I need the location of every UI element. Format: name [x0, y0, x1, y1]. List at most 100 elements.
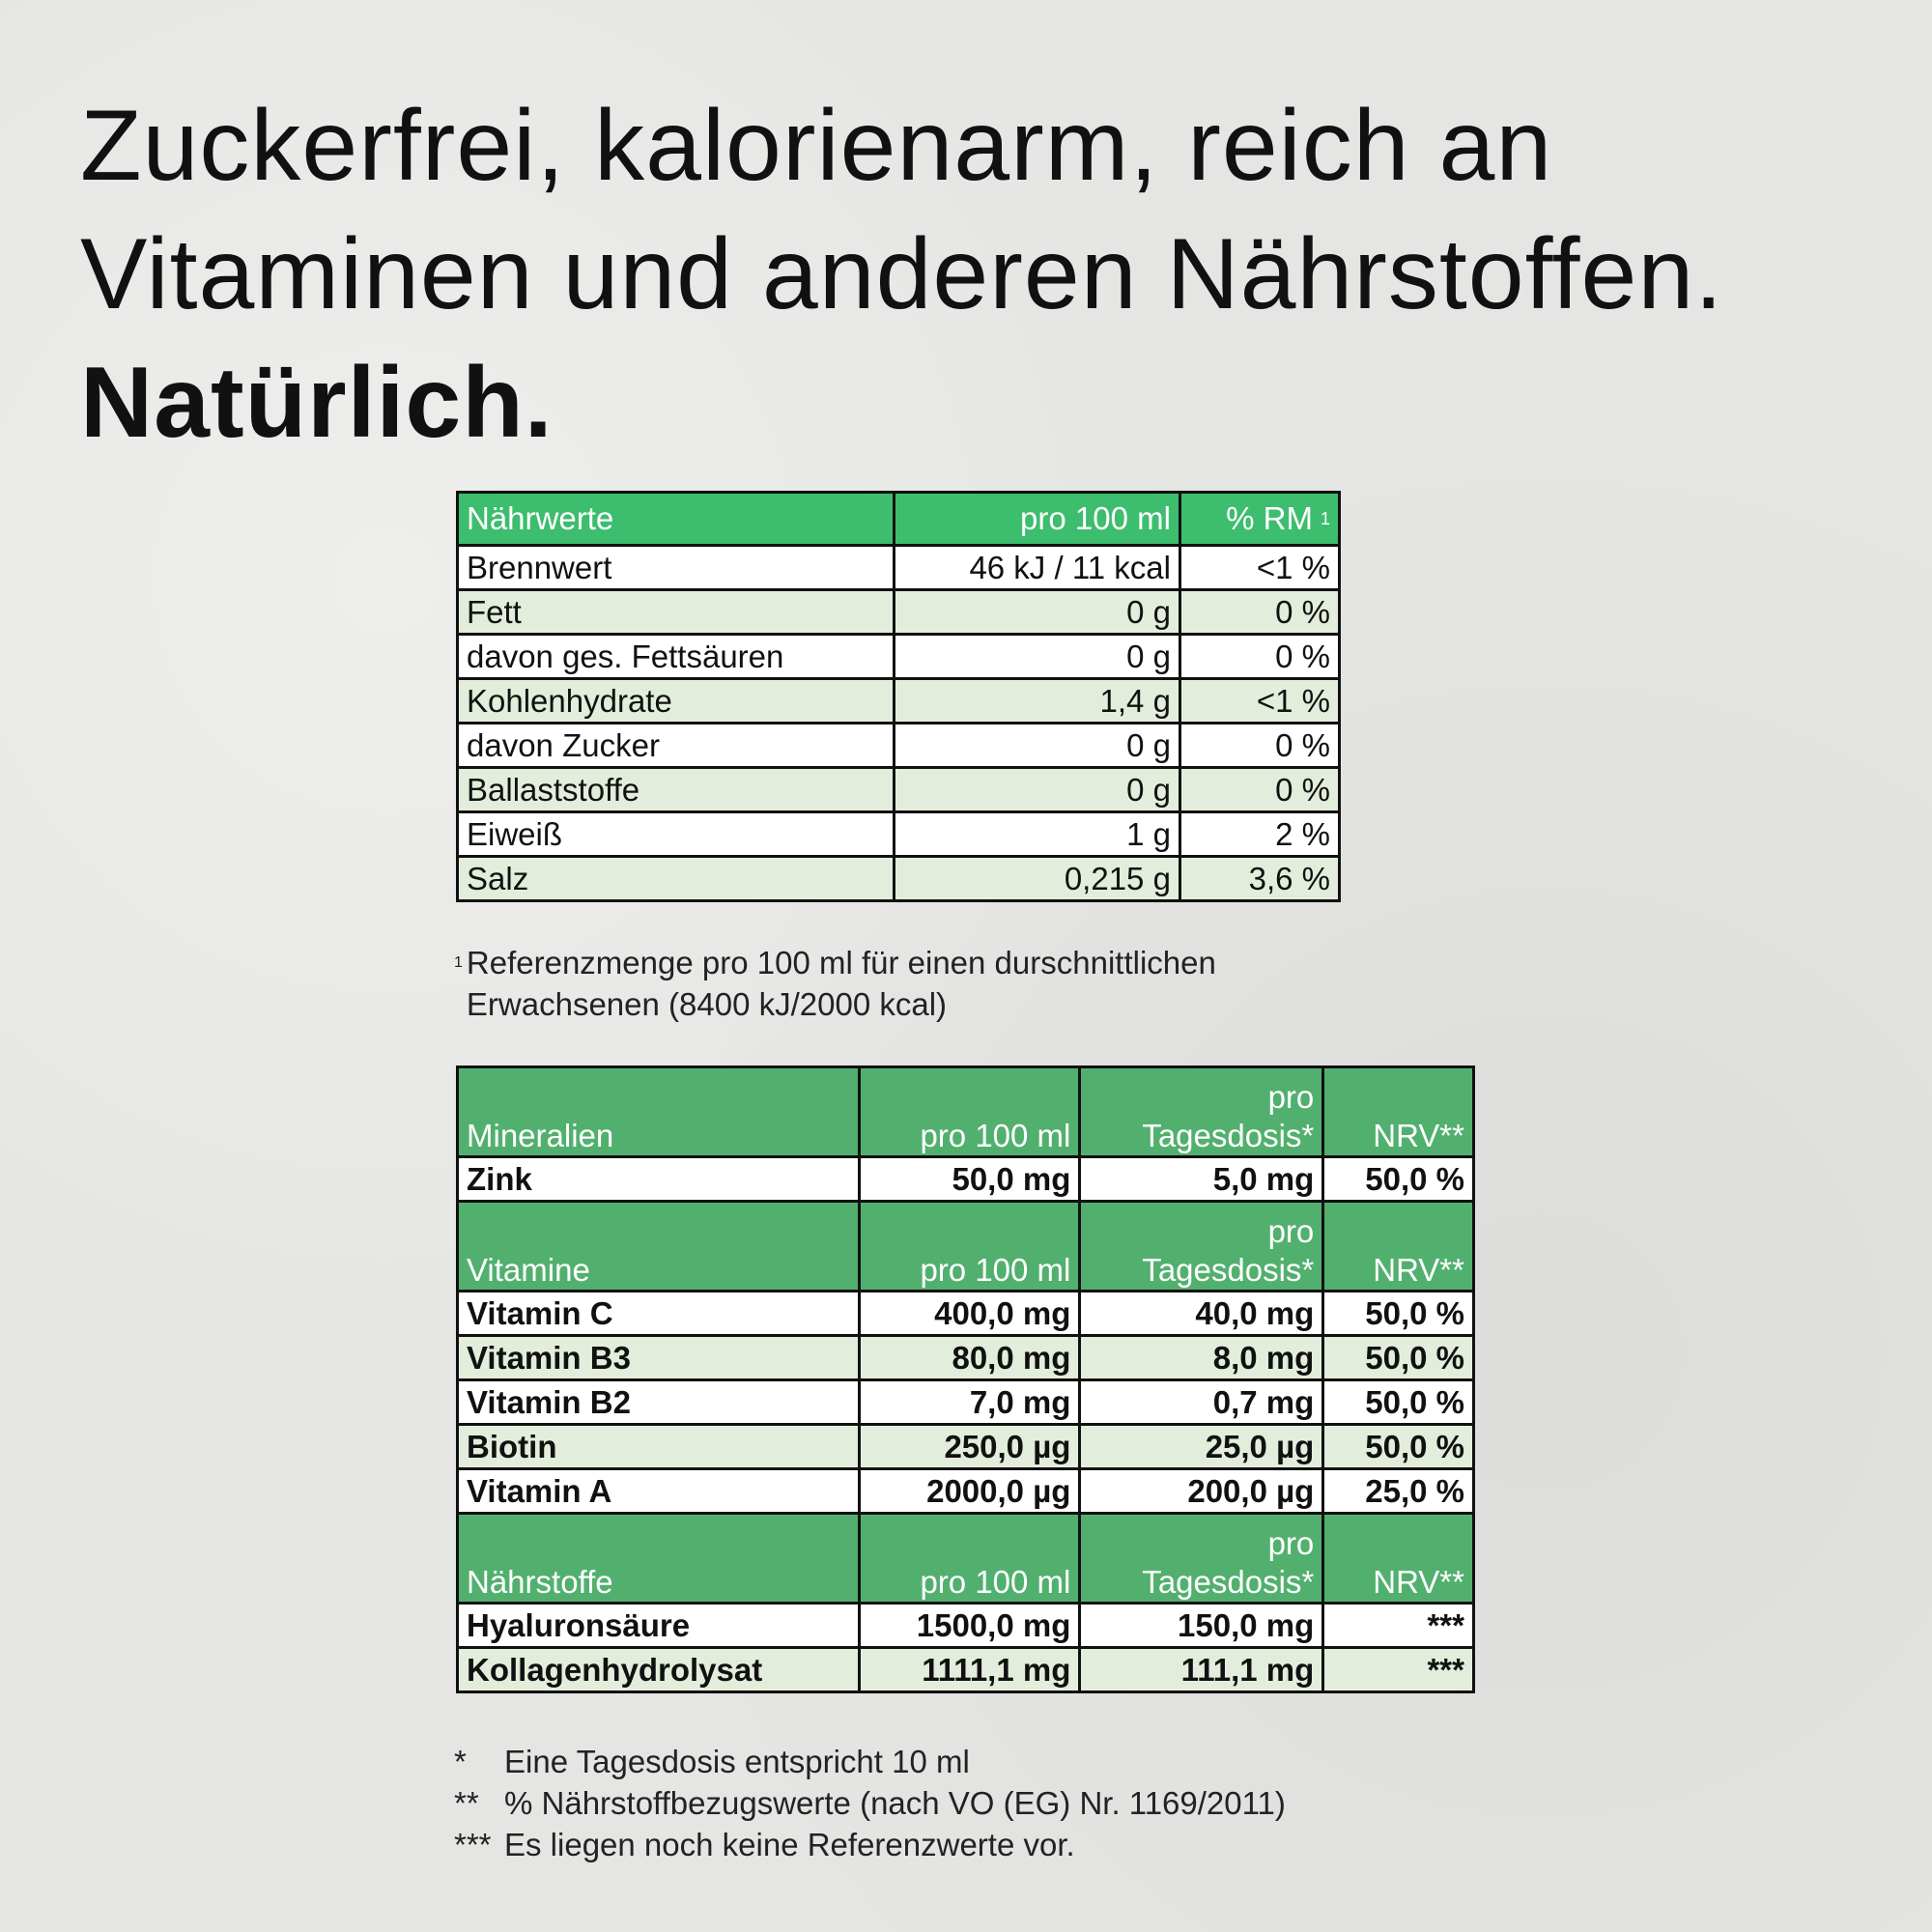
footnote-marker: *	[454, 1744, 467, 1779]
table-cell: 250,0 µg	[857, 1423, 1082, 1470]
table-row: Salz 0,215 g 3,6 %	[456, 855, 1342, 902]
table-cell: 50,0 %	[1321, 1155, 1475, 1203]
micronutrient-table: Mineralien pro 100 ml pro Tagesdosis* NRV**…	[456, 1065, 1475, 1693]
table-cell: Brennwert	[456, 544, 895, 591]
table-cell: 25,0 µg	[1078, 1423, 1325, 1470]
table-cell: 1 g	[892, 810, 1181, 858]
table-cell: Zink	[456, 1155, 861, 1203]
header-cell: Vitamine	[456, 1200, 861, 1293]
header-cell: Nährwerte	[456, 491, 895, 547]
table-row: Brennwert 46 kJ / 11 kcal <1 %	[456, 544, 1342, 591]
header-row: Mineralien pro 100 ml pro Tagesdosis* NRV**	[456, 1065, 1475, 1158]
table-cell: 0 %	[1178, 722, 1342, 769]
table-cell: 0 g	[892, 588, 1181, 636]
table-cell: ***	[1321, 1646, 1475, 1693]
table-cell: 150,0 mg	[1078, 1602, 1325, 1649]
table-cell: 80,0 mg	[857, 1334, 1082, 1381]
header-cell: pro Tagesdosis*	[1078, 1512, 1325, 1605]
footnote: * Eine Tagesdosis entspricht 10 ml	[454, 1741, 1286, 1782]
footnote-text: % Nährstoffbezugswerte (nach VO (EG) Nr.…	[504, 1785, 1286, 1821]
table-cell: 50,0 %	[1321, 1334, 1475, 1381]
table-cell: 46 kJ / 11 kcal	[892, 544, 1181, 591]
table-cell: 1500,0 mg	[857, 1602, 1082, 1649]
nutrition-table: Nährwerte pro 100 ml% RM 1 Brennwert 46 kJ /…	[456, 491, 1342, 902]
table-cell: 2000,0 µg	[857, 1467, 1082, 1515]
table-cell: 1,4 g	[892, 677, 1181, 724]
table-cell: 0 %	[1178, 766, 1342, 813]
table-cell: Vitamin A	[456, 1467, 861, 1515]
footnote: ** % Nährstoffbezugswerte (nach VO (EG) N…	[454, 1782, 1286, 1824]
table-cell: 200,0 µg	[1078, 1467, 1325, 1515]
header-cell: pro 100 ml	[857, 1512, 1082, 1605]
footnote-text: Referenzmenge pro 100 ml für einen dursc…	[466, 945, 1216, 1022]
table-cell: 400,0 mg	[857, 1290, 1082, 1337]
table-cell: 50,0 mg	[857, 1155, 1082, 1203]
header-row: Vitamine pro 100 ml pro Tagesdosis* NRV**	[456, 1200, 1475, 1293]
table-cell: Vitamin B2	[456, 1378, 861, 1426]
table-row: Kollagenhydrolysat 1111,1 mg 111,1 mg ***	[456, 1646, 1475, 1693]
footnote-marker: ***	[454, 1827, 492, 1862]
footnote-marker: **	[454, 1785, 479, 1821]
table-cell: 0 %	[1178, 588, 1342, 636]
table-cell: 2 %	[1178, 810, 1342, 858]
table-cell: Vitamin B3	[456, 1334, 861, 1381]
table-cell: 0,7 mg	[1078, 1378, 1325, 1426]
table-cell: 5,0 mg	[1078, 1155, 1325, 1203]
table-cell: 50,0 %	[1321, 1423, 1475, 1470]
table-cell: 50,0 %	[1321, 1378, 1475, 1426]
table-cell: Vitamin C	[456, 1290, 861, 1337]
footnote: 1 Referenzmenge pro 100 ml für einen durs…	[454, 942, 1336, 1025]
table-cell: <1 %	[1178, 544, 1342, 591]
header-row: Nährwerte pro 100 ml% RM 1	[456, 491, 1342, 547]
header-cell: pro 100 ml	[857, 1200, 1082, 1293]
header-cell: NRV**	[1321, 1065, 1475, 1158]
header-cell: Nährstoffe	[456, 1512, 861, 1605]
footnote-text: Es liegen noch keine Referenzwerte vor.	[504, 1827, 1075, 1862]
table-row: Vitamin C 400,0 mg 40,0 mg 50,0 %	[456, 1290, 1475, 1337]
table-cell: <1 %	[1178, 677, 1342, 724]
header-cell: % RM 1	[1178, 491, 1342, 547]
table-cell: Ballaststoffe	[456, 766, 895, 813]
table-cell: Hyaluronsäure	[456, 1602, 861, 1649]
header-cell: pro 100 ml	[857, 1065, 1082, 1158]
table-row: Biotin 250,0 µg 25,0 µg 50,0 %	[456, 1423, 1475, 1470]
table-cell: 0,215 g	[892, 855, 1181, 902]
table-cell: 0 %	[1178, 633, 1342, 680]
table-cell: 40,0 mg	[1078, 1290, 1325, 1337]
table-cell: 1111,1 mg	[857, 1646, 1082, 1693]
table-cell: 111,1 mg	[1078, 1646, 1325, 1693]
table-row: Vitamin A 2000,0 µg 200,0 µg 25,0 %	[456, 1467, 1475, 1515]
header-cell: pro Tagesdosis*	[1078, 1200, 1325, 1293]
table-cell: 8,0 mg	[1078, 1334, 1325, 1381]
footnote: *** Es liegen noch keine Referenzwerte vo…	[454, 1824, 1286, 1865]
table-cell: 0 g	[892, 633, 1181, 680]
header-cell: Mineralien	[456, 1065, 861, 1158]
headline: Zuckerfrei, kalorienarm, reich an Vitami…	[80, 82, 1723, 468]
table-row: Hyaluronsäure 1500,0 mg 150,0 mg ***	[456, 1602, 1475, 1649]
headline-bold: Natürlich.	[80, 347, 554, 459]
table-cell: 50,0 %	[1321, 1290, 1475, 1337]
table-cell: 25,0 %	[1321, 1467, 1475, 1515]
headline-line: Vitaminen und anderen Nährstoffen.	[80, 218, 1724, 330]
table-cell: Fett	[456, 588, 895, 636]
table-cell: Kohlenhydrate	[456, 677, 895, 724]
footnote-marker: 1	[454, 954, 463, 971]
footnote-text: Eine Tagesdosis entspricht 10 ml	[504, 1744, 970, 1779]
table-cell: davon ges. Fettsäuren	[456, 633, 895, 680]
table-cell: 7,0 mg	[857, 1378, 1082, 1426]
table-cell: Salz	[456, 855, 895, 902]
header-row: Nährstoffe pro 100 ml pro Tagesdosis* NRV**	[456, 1512, 1475, 1605]
table-cell: ***	[1321, 1602, 1475, 1649]
table-cell: Biotin	[456, 1423, 861, 1470]
table-cell: 3,6 %	[1178, 855, 1342, 902]
table-cell: 0 g	[892, 722, 1181, 769]
table-cell: 0 g	[892, 766, 1181, 813]
table-cell: davon Zucker	[456, 722, 895, 769]
header-cell: NRV**	[1321, 1200, 1475, 1293]
